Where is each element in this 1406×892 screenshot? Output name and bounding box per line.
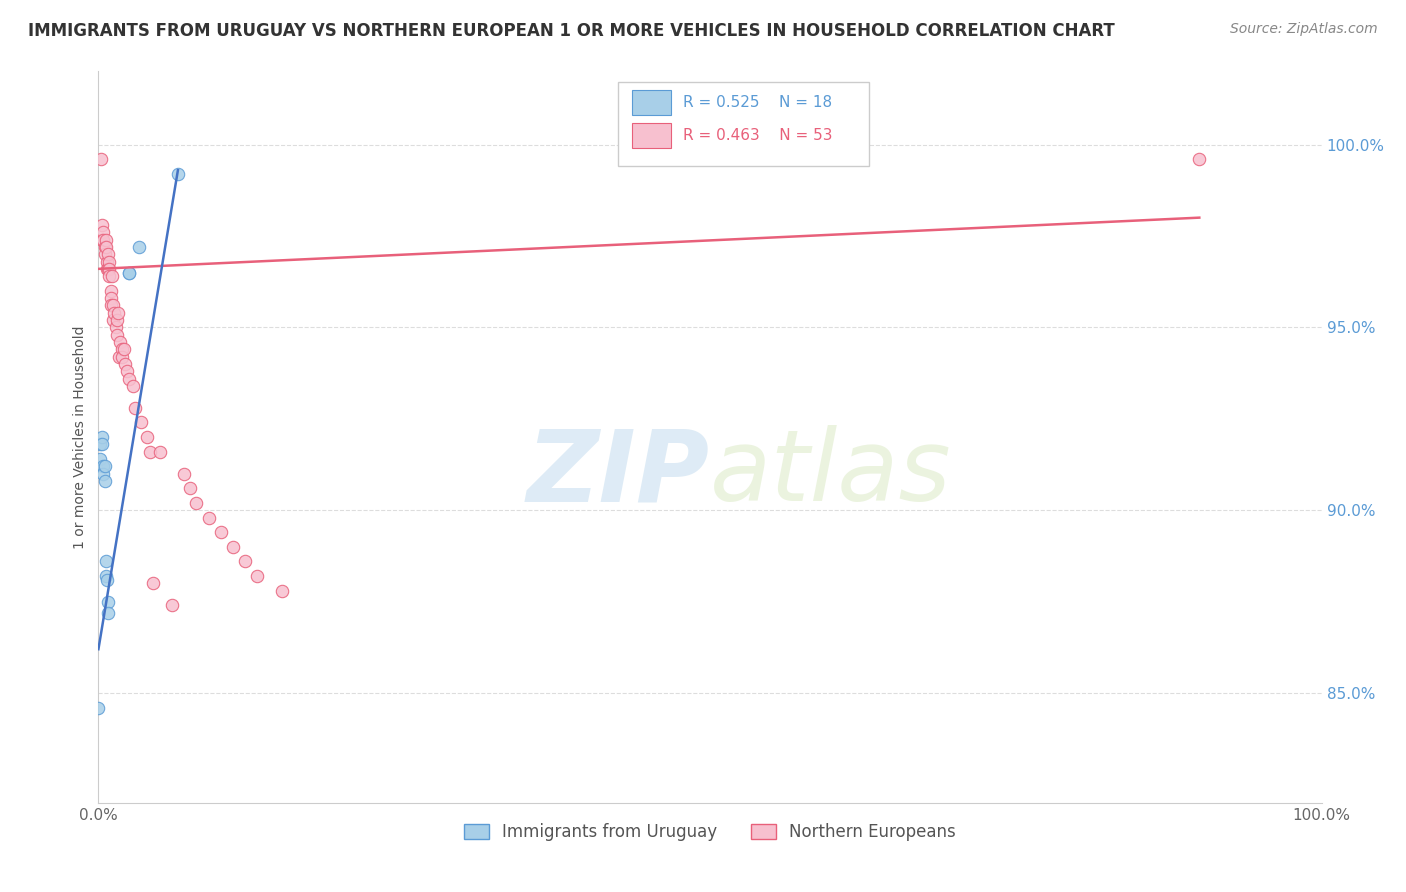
Point (149, 444, 172, 458)
Point (100, 291, 122, 305)
Point (91, 233, 114, 247)
Point (173, 467, 195, 481)
Point (107, 306, 129, 320)
Point (97, 595, 120, 609)
Point (105, 313, 128, 327)
Point (233, 554, 256, 568)
Point (100, 284, 122, 298)
Point (118, 371, 141, 385)
Point (128, 240, 150, 254)
Point (94, 569, 117, 583)
Point (93, 240, 115, 254)
Point (94, 240, 117, 254)
Text: ZIP: ZIP (527, 425, 710, 522)
Point (98, 254, 121, 268)
Point (209, 525, 232, 540)
Point (98, 269, 121, 284)
Point (93, 247, 115, 261)
Point (97, 606, 120, 620)
Point (111, 343, 134, 357)
FancyBboxPatch shape (631, 123, 671, 148)
Point (167, 167, 190, 181)
Point (91, 218, 114, 232)
Point (160, 599, 183, 613)
Point (91, 459, 114, 474)
Point (91, 437, 114, 451)
Text: Source: ZipAtlas.com: Source: ZipAtlas.com (1230, 22, 1378, 37)
Text: R = 0.525    N = 18: R = 0.525 N = 18 (683, 95, 832, 110)
Point (108, 350, 131, 364)
Point (94, 233, 117, 247)
Point (91, 225, 114, 239)
Point (97, 247, 120, 261)
FancyBboxPatch shape (619, 82, 869, 167)
Point (118, 266, 141, 280)
Point (270, 583, 294, 598)
Point (186, 496, 208, 510)
Point (93, 459, 115, 474)
FancyBboxPatch shape (631, 89, 671, 114)
Point (112, 343, 135, 357)
Y-axis label: 1 or more Vehicles in Household: 1 or more Vehicles in Household (73, 326, 87, 549)
Text: R = 0.463    N = 53: R = 0.463 N = 53 (683, 128, 832, 144)
Point (179, 481, 201, 495)
Point (129, 416, 152, 430)
Point (139, 444, 162, 458)
Point (91, 467, 114, 481)
Point (105, 327, 128, 342)
Legend: Immigrants from Uruguay, Northern Europeans: Immigrants from Uruguay, Northern Europe… (456, 814, 965, 849)
Point (94, 554, 117, 568)
Point (103, 306, 125, 320)
Point (93, 474, 115, 488)
Point (118, 266, 141, 280)
Point (111, 350, 134, 364)
Point (91, 430, 114, 444)
Point (87, 700, 110, 714)
Point (89, 452, 111, 467)
Point (100, 298, 122, 312)
Point (101, 269, 124, 284)
Point (121, 379, 143, 393)
Point (222, 540, 245, 554)
Point (246, 569, 269, 583)
Point (90, 152, 112, 166)
Point (1188, 152, 1211, 166)
Point (89, 437, 111, 451)
Point (96, 573, 118, 587)
Point (114, 357, 136, 371)
Point (96, 254, 118, 268)
Text: IMMIGRANTS FROM URUGUAY VS NORTHERN EUROPEAN 1 OR MORE VEHICLES IN HOUSEHOLD COR: IMMIGRANTS FROM URUGUAY VS NORTHERN EURO… (28, 22, 1115, 40)
Point (96, 261, 118, 276)
Point (104, 320, 127, 334)
Point (115, 364, 138, 378)
Point (110, 334, 132, 349)
Point (97, 261, 120, 276)
Point (124, 401, 146, 415)
Text: atlas: atlas (710, 425, 952, 522)
Point (98, 261, 121, 276)
Point (101, 298, 124, 312)
Point (101, 313, 124, 327)
Point (142, 576, 165, 591)
Point (197, 510, 219, 524)
Point (136, 430, 159, 444)
Point (91, 233, 114, 247)
